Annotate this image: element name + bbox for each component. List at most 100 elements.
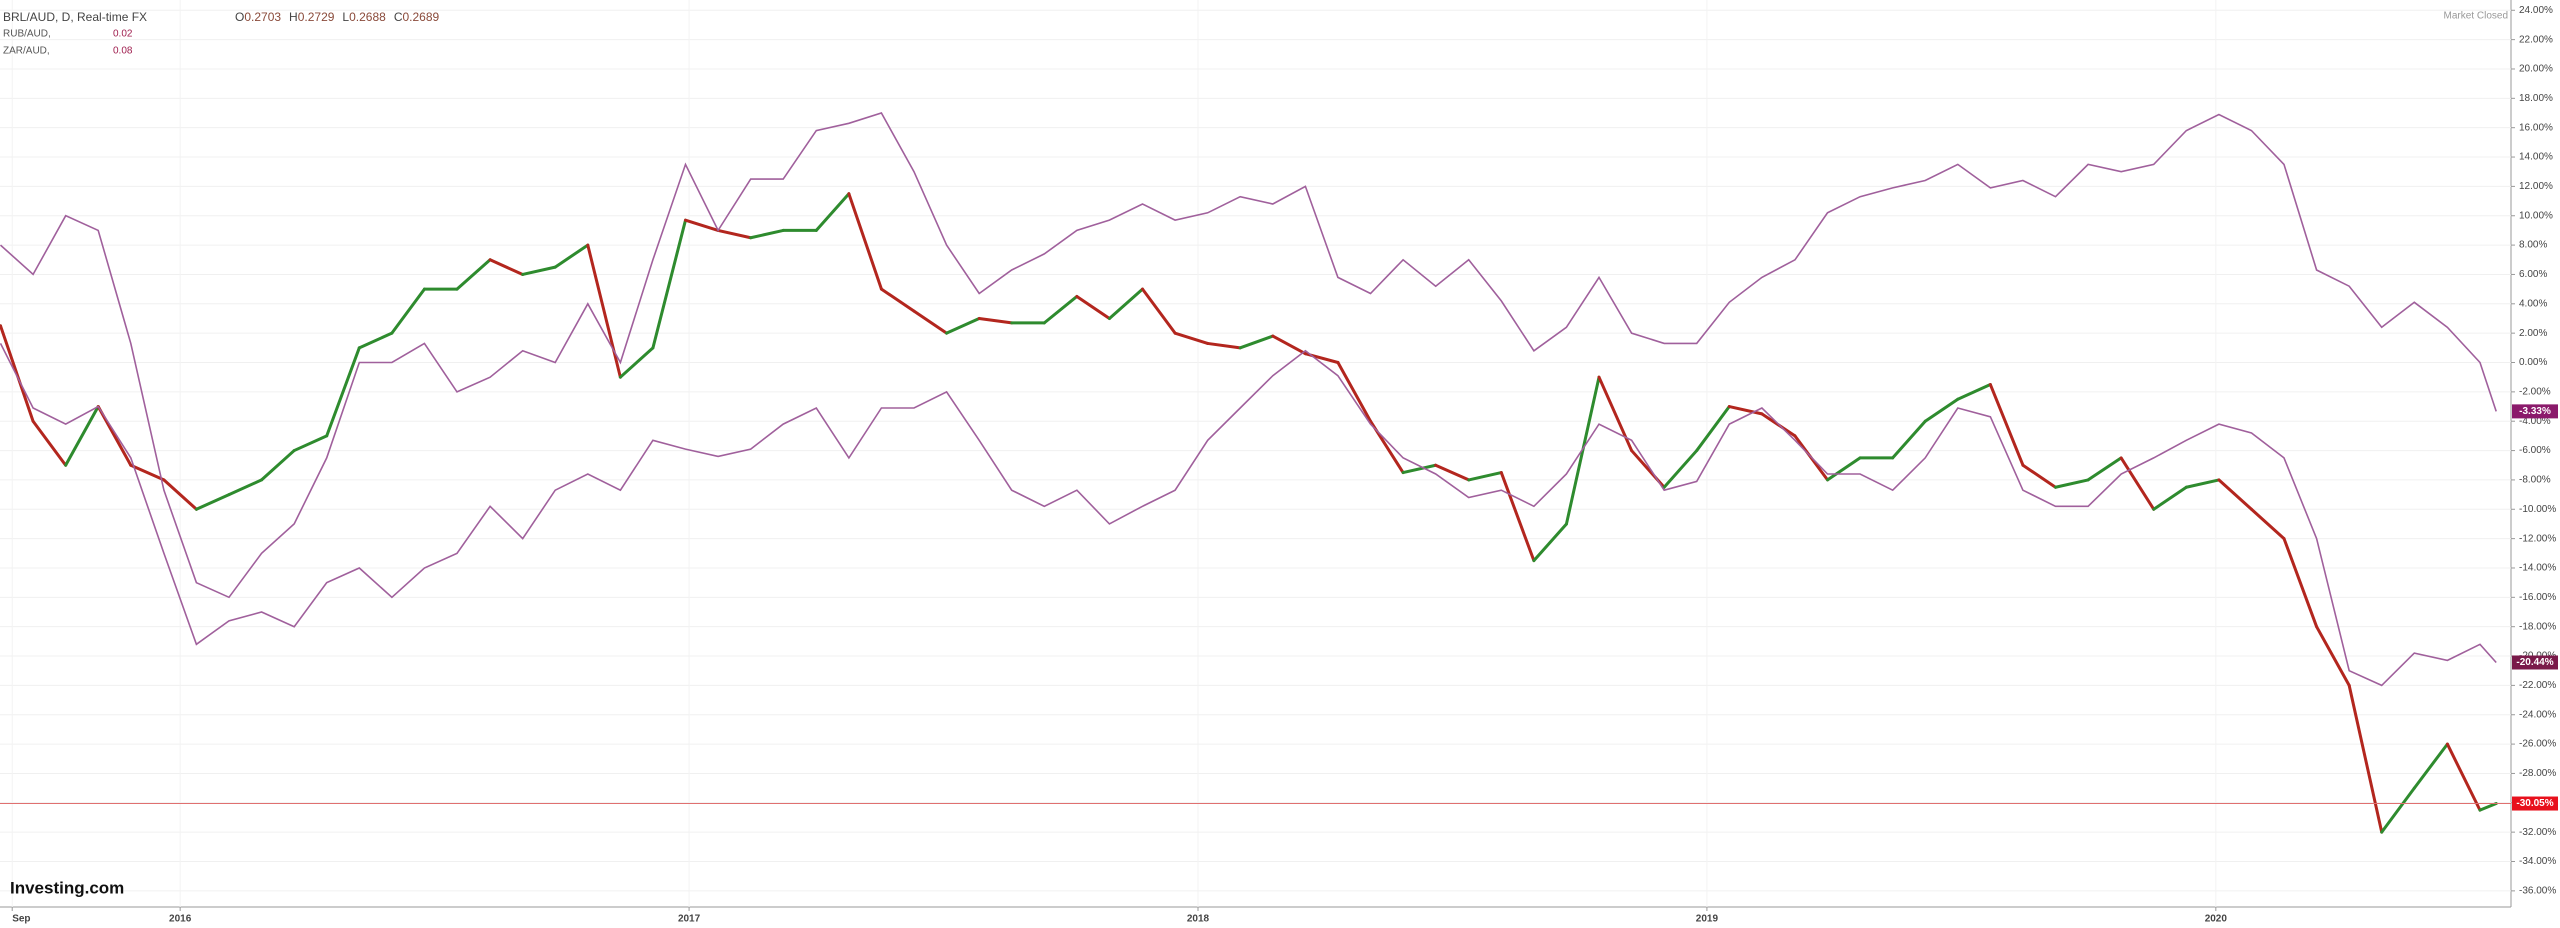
x-tick-label: Sep bbox=[12, 914, 30, 925]
y-tick-label: -2.00% bbox=[2519, 386, 2551, 397]
price-segment bbox=[2184, 478, 2221, 489]
y-tick-label: 24.00% bbox=[2519, 5, 2553, 16]
y-tick-label: 10.00% bbox=[2519, 210, 2553, 221]
y-tick-label: 16.00% bbox=[2519, 122, 2553, 133]
price-segment bbox=[586, 243, 622, 379]
y-tick-label: 8.00% bbox=[2519, 240, 2547, 251]
price-segment bbox=[945, 316, 981, 335]
legend-value: 0.02 bbox=[113, 29, 133, 40]
y-tick-label: -10.00% bbox=[2519, 504, 2556, 515]
price-segment bbox=[488, 258, 525, 276]
price-segment bbox=[1271, 334, 1307, 356]
y-tick-label: -28.00% bbox=[2519, 768, 2556, 779]
y-tick-label: -18.00% bbox=[2519, 621, 2556, 632]
price-segment bbox=[260, 449, 296, 482]
price-segment bbox=[1826, 456, 1862, 482]
price-segment bbox=[716, 228, 753, 240]
price-segment bbox=[2217, 478, 2253, 511]
x-tick-label: 2018 bbox=[1187, 914, 1210, 925]
x-tick-label: 2017 bbox=[678, 914, 701, 925]
ohlc-label: H bbox=[289, 10, 298, 24]
price-segment bbox=[1107, 287, 1145, 320]
current-value-label: -30.05% bbox=[2516, 798, 2553, 809]
y-tick-label: 20.00% bbox=[2519, 64, 2553, 75]
header-title: BRL/AUD, D, Real-time FX bbox=[3, 10, 147, 24]
y-tick-label: -8.00% bbox=[2519, 475, 2551, 486]
price-segment bbox=[162, 478, 198, 511]
price-segment bbox=[1532, 522, 1568, 563]
price-segment bbox=[1336, 361, 1373, 423]
price-segment bbox=[1662, 449, 1699, 489]
y-tick-label: -32.00% bbox=[2519, 827, 2556, 838]
price-segment bbox=[1564, 375, 1601, 526]
price-segment bbox=[684, 218, 720, 232]
price-segment bbox=[0, 324, 35, 423]
brand: Investing.com bbox=[10, 878, 124, 897]
current-value-label: -3.33% bbox=[2519, 406, 2551, 417]
series-line bbox=[0, 343, 2497, 687]
current-value-box bbox=[2512, 655, 2558, 670]
ohlc: O0.2703 H0.2729 L0.2688 C0.2689 bbox=[235, 10, 440, 24]
series-line bbox=[0, 112, 2497, 599]
price-segment bbox=[2380, 786, 2416, 834]
price-segment bbox=[2315, 625, 2351, 687]
y-tick-label: -4.00% bbox=[2519, 416, 2551, 427]
y-tick-label: 12.00% bbox=[2519, 181, 2553, 192]
price-segment bbox=[455, 258, 492, 291]
price-segment bbox=[651, 218, 688, 350]
price-segment bbox=[1434, 463, 1471, 482]
x-tick-label: 2019 bbox=[1696, 914, 1719, 925]
price-segment bbox=[2054, 478, 2090, 489]
ohlc-label: C bbox=[394, 10, 403, 24]
y-tick-label: 4.00% bbox=[2519, 298, 2547, 309]
plot bbox=[0, 0, 2515, 911]
price-segment bbox=[1695, 405, 1731, 453]
y-tick-label: -34.00% bbox=[2519, 856, 2556, 867]
price-segment bbox=[2347, 683, 2384, 834]
price-segment bbox=[1042, 294, 1079, 325]
ohlc-value: 0.2729 bbox=[298, 10, 335, 24]
ohlc-value: 0.2703 bbox=[244, 10, 281, 24]
price-segment bbox=[194, 493, 231, 511]
price-segment bbox=[2119, 456, 2156, 511]
price-segment bbox=[1401, 463, 1438, 475]
price-segment bbox=[2249, 507, 2286, 541]
ohlc-value: 0.2688 bbox=[349, 10, 386, 24]
current-value-box bbox=[2512, 796, 2558, 811]
price-segment bbox=[1206, 341, 1242, 350]
price-segment bbox=[357, 331, 394, 350]
price-segment bbox=[912, 309, 949, 335]
y-tick-label: -24.00% bbox=[2519, 709, 2556, 720]
price-segment bbox=[64, 405, 100, 467]
price-segment bbox=[31, 419, 68, 467]
y-tick-label: -26.00% bbox=[2519, 739, 2556, 750]
current-value-box bbox=[2512, 404, 2558, 419]
y-tick-label: -22.00% bbox=[2519, 680, 2556, 691]
y-tick-label: 6.00% bbox=[2519, 269, 2547, 280]
price-segment bbox=[1956, 383, 1992, 401]
price-segment bbox=[977, 316, 1014, 325]
price-segment bbox=[749, 228, 785, 240]
price-segment bbox=[521, 265, 557, 276]
overlay: BRL/AUD, D, Real-time FX O0.2703 H0.2729 L… bbox=[3, 5, 2558, 925]
x-tick-label: 2016 bbox=[169, 914, 192, 925]
price-segment bbox=[1467, 471, 1503, 482]
price-segment bbox=[618, 346, 655, 379]
price-segment bbox=[292, 434, 329, 453]
price-segment bbox=[2282, 537, 2319, 629]
price-segment bbox=[1173, 331, 1210, 345]
price-segment bbox=[553, 243, 590, 269]
price-segment bbox=[129, 463, 166, 482]
y-tick-label: 2.00% bbox=[2519, 328, 2547, 339]
y-tick-label: 0.00% bbox=[2519, 357, 2547, 368]
price-segment bbox=[1499, 471, 1536, 563]
current-value-label: -20.44% bbox=[2516, 657, 2553, 668]
legend-value: 0.08 bbox=[113, 46, 133, 57]
y-tick-label: -36.00% bbox=[2519, 885, 2556, 896]
price-segment bbox=[1238, 334, 1275, 350]
price-segment bbox=[1923, 397, 1960, 423]
y-tick-label: -6.00% bbox=[2519, 445, 2551, 456]
price-segment bbox=[847, 192, 883, 291]
